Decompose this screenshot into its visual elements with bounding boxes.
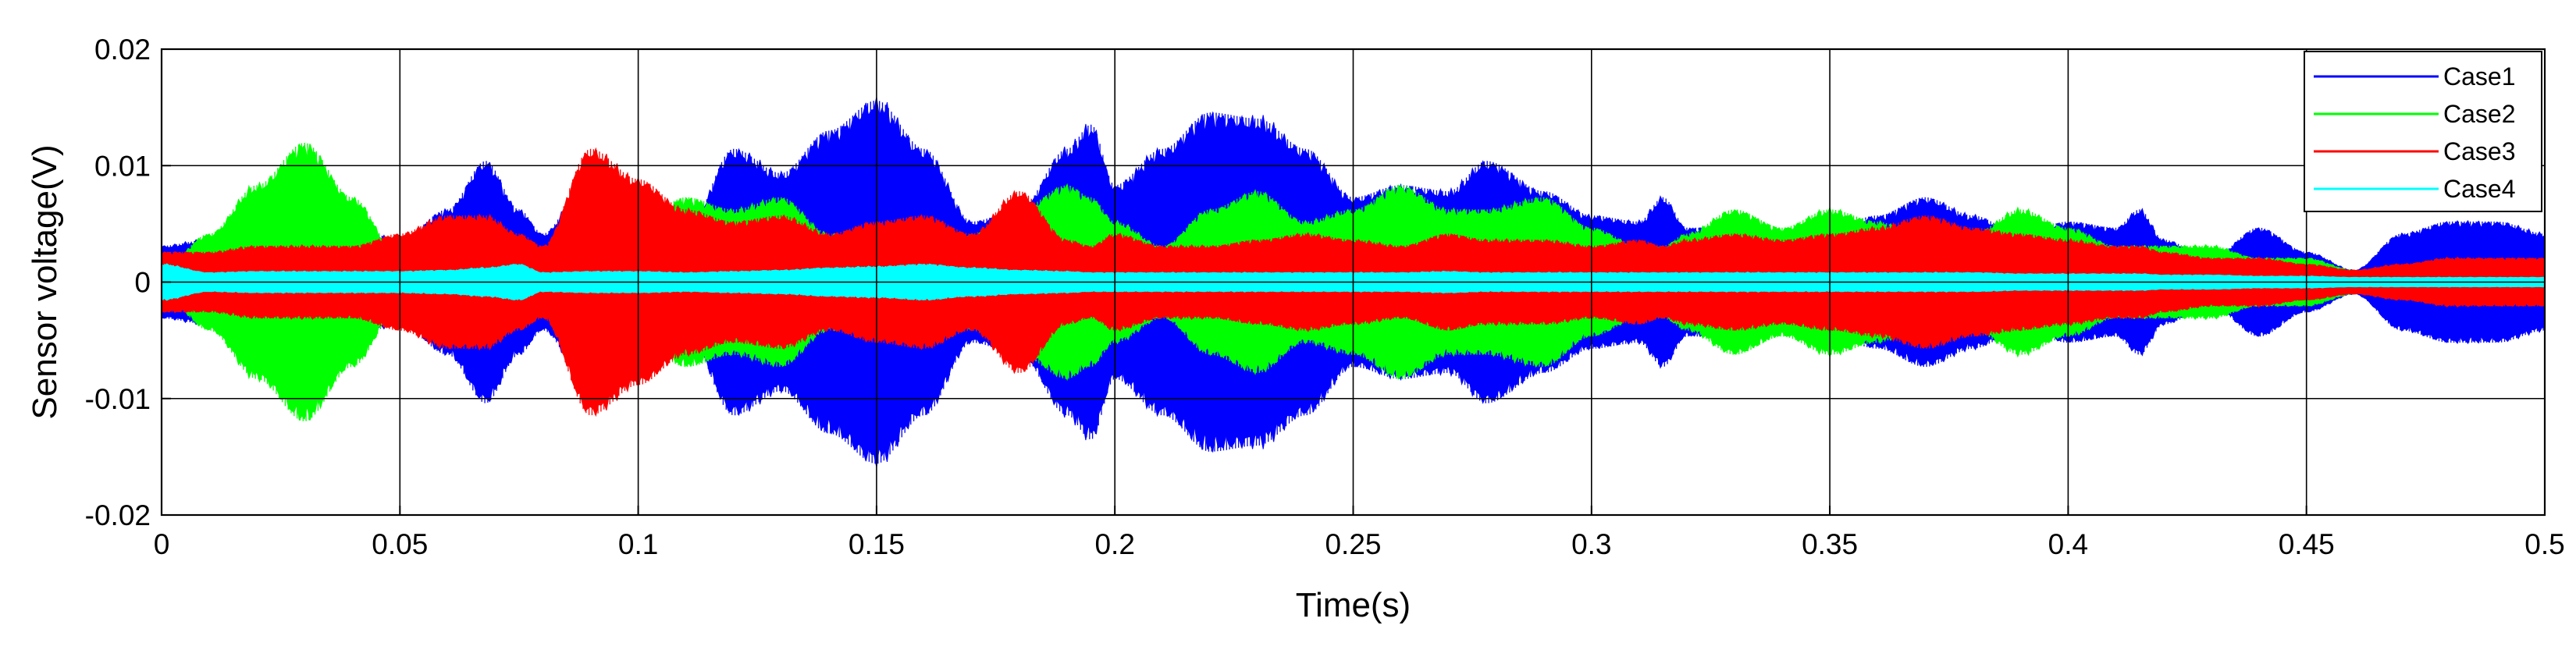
legend-label-case1: Case1 (2443, 62, 2516, 91)
legend-label-case2: Case2 (2443, 100, 2516, 128)
x-axis-label: Time(s) (1296, 586, 1411, 624)
legend-label-case3: Case3 (2443, 137, 2516, 165)
x-tick-label: 0.1 (618, 528, 658, 560)
x-tick-label: 0.05 (372, 528, 428, 560)
x-tick-label: 0.25 (1325, 528, 1381, 560)
x-tick-label: 0.3 (1571, 528, 1611, 560)
x-tick-label: 0 (154, 528, 170, 560)
y-tick-label: 0 (134, 267, 151, 299)
x-tick-label: 0.15 (849, 528, 905, 560)
y-tick-label: 0.01 (94, 150, 151, 182)
x-tick-label: 0.45 (2279, 528, 2335, 560)
x-tick-label: 0.35 (1802, 528, 1858, 560)
tick-layer: 0 0.05 0.1 0.15 0.2 0.25 0.3 0.35 0.4 0.45 0.5 0.02… (85, 34, 2565, 560)
y-tick-label: 0.02 (94, 34, 151, 66)
legend-box (2304, 51, 2542, 212)
legend-label-case4: Case4 (2443, 175, 2516, 203)
y-axis-label: Sensor voltage(V) (26, 144, 64, 419)
y-tick-label: -0.02 (85, 499, 151, 531)
legend: Case1 Case2 Case3 Case4 (2304, 51, 2542, 212)
x-tick-label: 0.2 (1094, 528, 1134, 560)
x-tick-label: 0.5 (2524, 528, 2564, 560)
grid-layer (162, 49, 2545, 515)
x-tick-label: 0.4 (2048, 528, 2088, 560)
y-tick-label: -0.01 (85, 383, 151, 415)
